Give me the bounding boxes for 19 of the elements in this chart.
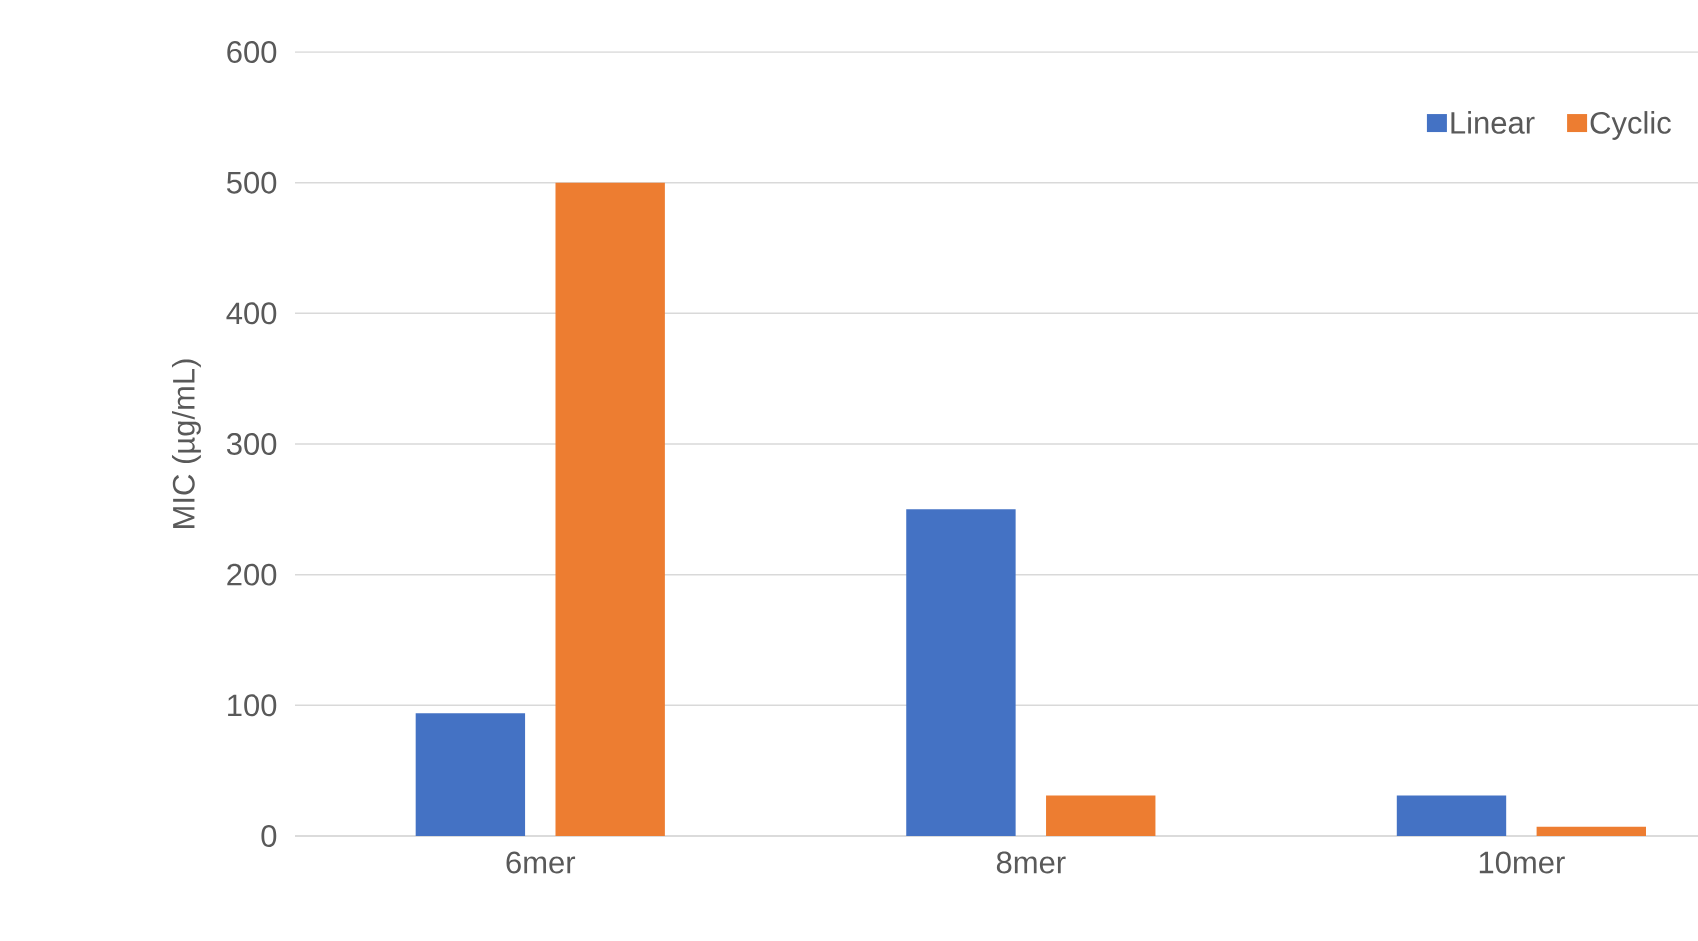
bar [555,182,665,836]
bar [1046,795,1156,836]
bar [415,713,526,836]
y-tick-label: 400 [226,302,277,325]
y-axis-title: MIC (µg/mL) [171,359,201,528]
legend-label: Linear [1451,111,1535,134]
x-tick-label: 10mer [1479,851,1565,874]
bar [906,509,1016,836]
y-tick-label: 500 [226,171,277,194]
y-tick-label: 300 [226,433,277,455]
y-tick-label: 0 [261,825,277,847]
bar [1536,826,1646,836]
y-tick-label: 600 [227,41,277,63]
y-tick-label: 100 [228,694,277,717]
x-tick-label: 8mer [996,851,1066,874]
x-tick-label: 6mer [506,851,576,874]
bar [1396,795,1507,836]
legend-label: Cyclic [1590,111,1671,140]
y-tick-label: 200 [227,563,277,586]
